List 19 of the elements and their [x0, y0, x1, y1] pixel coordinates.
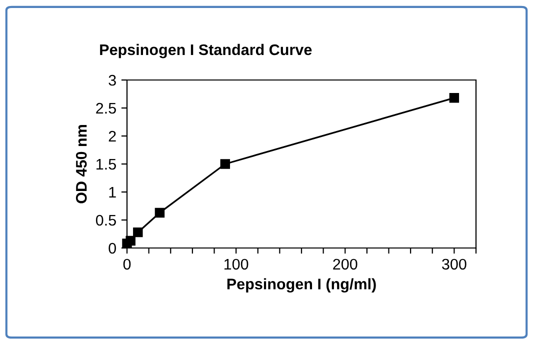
x-tick-label: 0 [123, 258, 131, 270]
y-tick-label: 0 [108, 242, 116, 254]
y-tick-label: 2 [108, 130, 116, 142]
y-tick-label: 0.5 [96, 214, 116, 226]
chart-title: Pepsinogen I Standard Curve [100, 44, 312, 58]
y-axis-title: OD 450 nm [76, 125, 87, 204]
point [154, 208, 165, 218]
x-axis-title: Pepsinogen I (ng/ml) [227, 278, 376, 293]
x-tick-label: 300 [442, 258, 466, 270]
y-tick-label: 1 [109, 187, 116, 198]
x-tick-label: 100 [224, 258, 248, 270]
point [220, 159, 230, 169]
y-tick-label: 3 [108, 74, 116, 86]
x-tick-label: 200 [333, 258, 358, 270]
point [133, 227, 143, 238]
point [126, 236, 136, 246]
y-tick-label: 1.5 [96, 159, 116, 170]
point [449, 93, 460, 103]
y-tick-label: 2.5 [96, 102, 116, 114]
